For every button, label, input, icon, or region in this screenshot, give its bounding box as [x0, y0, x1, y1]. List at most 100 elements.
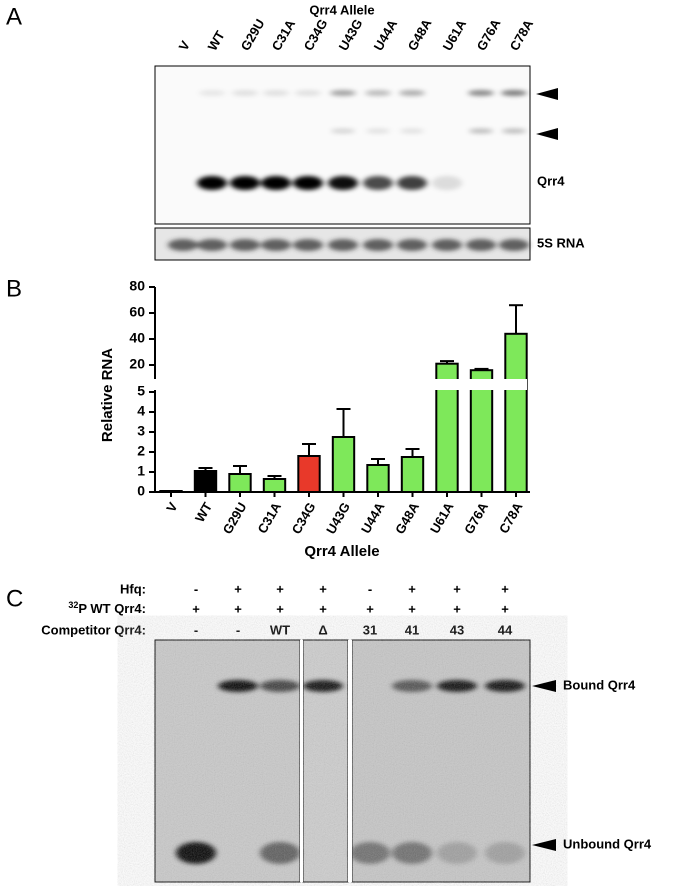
lane-symbol: + [276, 601, 284, 616]
x-tick-label: U61A [427, 499, 457, 536]
y-axis-title: Relative RNA [99, 348, 116, 442]
x-tick-label: G48A [392, 499, 422, 536]
bar [469, 369, 494, 494]
band [331, 128, 355, 134]
band [293, 239, 323, 251]
lane-symbol: WT [270, 622, 290, 637]
lane-symbol: 41 [405, 622, 419, 637]
lane-symbol: 44 [498, 622, 513, 637]
panel-letter: A [6, 3, 22, 30]
band [363, 239, 393, 251]
arrowhead [532, 839, 556, 851]
bar [262, 478, 287, 493]
band [328, 239, 358, 251]
row-label: 32P WT Qrr4: [68, 600, 146, 616]
bar [504, 332, 528, 493]
panel-letter: B [6, 275, 22, 302]
lane-label: G29U [238, 16, 268, 53]
band [261, 239, 291, 251]
band [328, 176, 358, 190]
y-tick-label: 3 [137, 423, 145, 439]
y-tick-label: 2 [137, 443, 145, 459]
band [501, 90, 527, 96]
lane-label: U44A [371, 16, 401, 53]
lane-symbol: - [368, 581, 372, 596]
x-axis-title: Qrr4 Allele [304, 543, 379, 560]
y-tick-label: 20 [129, 356, 145, 372]
lane-symbol: + [453, 581, 461, 596]
y-tick-label: 0 [137, 483, 145, 499]
lane-symbol: + [276, 581, 284, 596]
band [230, 176, 260, 190]
band [366, 128, 390, 134]
lane-symbol: - [194, 581, 198, 596]
bar [435, 362, 459, 494]
gel-noise [155, 640, 530, 882]
lane-label: U43G [336, 16, 366, 53]
lane-symbol: + [501, 601, 509, 616]
row-label: Competitor Qrr4: [41, 622, 146, 637]
lane-label: C34G [301, 16, 331, 53]
band [197, 239, 227, 251]
bar [331, 436, 356, 493]
band [261, 176, 291, 190]
band [397, 239, 427, 251]
band [502, 128, 526, 134]
lane-label: WT [205, 28, 228, 53]
lane-symbol: + [453, 601, 461, 616]
lane-symbol: + [192, 601, 200, 616]
lane-symbol: + [408, 581, 416, 596]
band-label: Unbound Qrr4 [563, 836, 652, 851]
bar-chart: 0 1 2 3 4 5 20 40 60 80 V WT G29U C31A C34G U43G U44A G48… [129, 278, 530, 537]
x-tick-label: WT [192, 500, 215, 525]
gap [300, 640, 303, 882]
lane-symbol: + [408, 601, 416, 616]
lane-label: V [176, 38, 193, 53]
x-tick-label: C31A [254, 499, 284, 536]
lane-symbol: 31 [363, 622, 377, 637]
bar [400, 456, 425, 493]
band [397, 176, 427, 190]
y-tick-label: 1 [137, 463, 145, 479]
row-label-text: P WT Qrr4: [78, 601, 146, 616]
lane-symbol: + [501, 581, 509, 596]
y-tick-label: 40 [129, 330, 145, 346]
band [330, 90, 356, 96]
band [400, 128, 424, 134]
lane-symbol: + [319, 581, 327, 596]
lane-table: Hfq: - + + + - + + +32P WT Qrr4: + + + + + + + + Competit… [41, 581, 513, 637]
band [232, 90, 258, 96]
bar [159, 490, 183, 493]
arrowhead [536, 88, 558, 100]
gel-title: Qrr4 Allele [309, 2, 374, 17]
y-tick-label: 80 [129, 278, 145, 294]
lane-symbol: + [319, 601, 327, 616]
band [263, 90, 289, 96]
x-tick-label: G29U [220, 500, 250, 537]
lane-label: G76A [474, 16, 504, 53]
band [499, 239, 529, 251]
lane-symbol: + [366, 601, 374, 616]
x-tick-label: C78A [496, 499, 526, 536]
x-tick-label: U44A [358, 499, 388, 536]
lane-label: C78A [507, 16, 537, 53]
arrowhead [532, 680, 556, 692]
x-tick-label: C34G [289, 500, 319, 537]
axis-break [147, 379, 527, 390]
band [295, 90, 321, 96]
row-label: Hfq: [120, 581, 146, 596]
gel-bands [168, 90, 529, 251]
x-tick-label: G76A [461, 499, 491, 536]
band [363, 176, 393, 190]
bar [297, 455, 321, 493]
gap [348, 640, 352, 882]
y-tick-label: 4 [137, 403, 145, 419]
band [365, 90, 391, 96]
lane-symbol: - [194, 622, 198, 637]
lane-label: U61A [440, 16, 470, 53]
bar [193, 470, 218, 493]
band [199, 90, 225, 96]
lane-symbol: Δ [318, 622, 327, 637]
band [468, 90, 494, 96]
